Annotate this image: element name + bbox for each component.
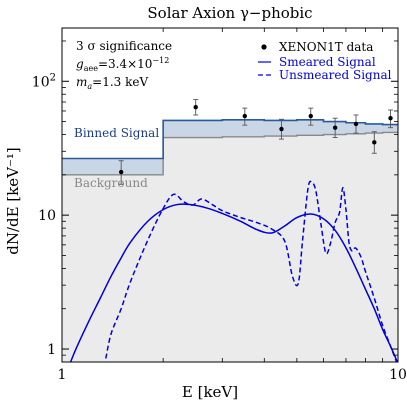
parameter-annotations: 3 σ significance gaee=3.4×10−12 ma=1.3 k… [74,39,172,190]
mass-subscript: a [87,82,92,91]
annotation-mass: ma=1.3 keV [76,75,148,91]
label-binned-signal: Binned Signal [74,126,159,140]
annotation-coupling: gaee=3.4×10−12 [76,56,169,73]
y-tick-exponent: 2 [50,72,56,83]
series-line-smeared-signal [69,203,398,362]
data-point [193,105,198,110]
annotation-significance: 3 σ significance [76,39,172,53]
y-tick-label: 1 [47,342,56,358]
coupling-subscript: aee [84,64,99,73]
legend: XENON1T data Smeared Signal Unsmeared Si… [258,40,392,82]
label-background: Background [74,176,148,190]
legend-label-unsmeared: Unsmeared Signal [279,68,392,82]
series-line-unsmeared-signal [105,180,398,362]
binned-signal-fill-area [62,119,398,175]
coupling-value: =3.4×10 [98,57,152,71]
coupling-exponent: −12 [152,56,169,65]
data-point [372,140,377,145]
data-point [388,115,393,121]
legend-label-data: XENON1T data [279,40,373,54]
binned-signal-step-line [62,119,398,160]
y-tick-label: 10 [38,208,56,224]
data-point [242,113,248,119]
plot-frame [61,27,399,363]
data-point [279,126,284,132]
y-tick-base: 10 [32,74,50,90]
data-point [308,113,313,119]
x-tick-label: 1 [58,367,67,383]
background-fill-area [62,132,398,362]
data-point [353,121,359,127]
plot-content [62,99,398,362]
y-tick-label: 102 [32,72,56,90]
x-axis-label: E [keV] [182,383,238,401]
legend-label-smeared: Smeared Signal [279,55,376,69]
coupling-symbol: g [76,57,84,71]
mass-value: =1.3 keV [92,75,148,89]
mass-symbol: m [76,75,87,89]
legend-marker-data [261,44,267,50]
data-point [332,125,338,130]
plot-area [61,27,399,363]
y-axis-label: dN/dE [keV⁻¹] [4,147,22,255]
data-point [118,169,124,175]
chart-title: Solar Axion γ−phobic [147,4,312,22]
x-tick-label: 10 [389,367,407,383]
background-step-line [62,131,398,176]
